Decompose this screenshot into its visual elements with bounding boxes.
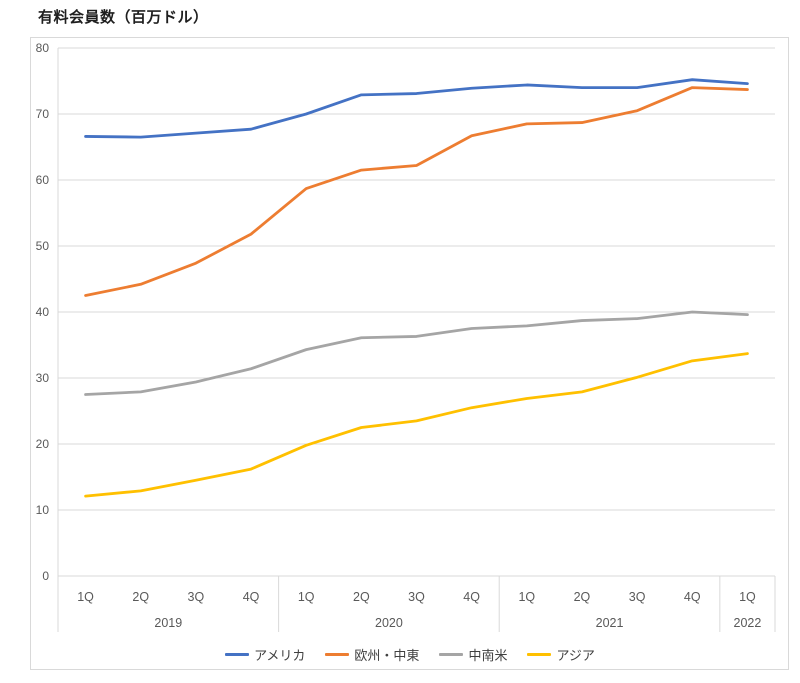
legend-label-america: アメリカ — [254, 647, 306, 663]
x-axis-quarter-label: 1Q — [518, 590, 535, 604]
y-axis-tick-label: 80 — [36, 41, 50, 55]
legend-label-apac: アジア — [556, 647, 595, 663]
legend-item-emea: 欧州・中東 — [325, 645, 419, 664]
y-axis-tick-label: 10 — [36, 503, 50, 517]
legend-swatch-america — [225, 652, 250, 656]
x-axis-quarter-label: 2Q — [353, 590, 370, 604]
x-axis-quarter-label: 1Q — [298, 590, 315, 604]
x-axis-year-label: 2022 — [734, 616, 762, 630]
legend-label-emea: 欧州・中東 — [354, 647, 420, 663]
chart-title: 有料会員数（百万ドル） — [38, 9, 209, 26]
x-axis-quarter-label: 2Q — [574, 590, 591, 604]
series-line-emea — [84, 86, 749, 297]
x-axis-quarter-label: 1Q — [739, 590, 756, 604]
x-axis-quarter-label: 3Q — [188, 590, 205, 604]
y-axis-tick-label: 0 — [42, 569, 49, 583]
x-axis-quarter-label: 3Q — [408, 590, 425, 604]
x-axis-quarter-label: 3Q — [629, 590, 646, 604]
y-axis-tick-label: 60 — [36, 173, 50, 187]
x-axis-quarter-label: 4Q — [684, 590, 701, 604]
legend-item-america: アメリカ — [225, 645, 305, 664]
y-axis-tick-label: 20 — [36, 437, 50, 451]
chart-frame — [30, 37, 789, 670]
x-axis-quarter-label: 2Q — [132, 590, 149, 604]
y-axis-tick-label: 40 — [36, 305, 50, 319]
x-axis-quarter-label: 4Q — [243, 590, 260, 604]
legend-swatch-apac — [527, 652, 552, 656]
x-axis-year-label: 2020 — [375, 616, 403, 630]
x-axis-year-label: 2019 — [154, 616, 182, 630]
x-axis-year-label: 2021 — [596, 616, 624, 630]
legend-item-apac: アジア — [527, 645, 595, 664]
legend-label-latam: 中南米 — [468, 647, 508, 663]
series-line-apac — [84, 352, 749, 498]
y-axis-tick-label: 50 — [36, 239, 50, 253]
legend-swatch-latam — [439, 652, 464, 656]
y-axis-tick-label: 30 — [36, 371, 50, 385]
y-axis-tick-label: 70 — [36, 107, 50, 121]
legend-item-latam: 中南米 — [439, 645, 507, 664]
x-axis-quarter-label: 1Q — [77, 590, 94, 604]
x-axis-quarter-label: 4Q — [463, 590, 480, 604]
series-line-latam — [84, 310, 749, 396]
legend: アメリカ 欧州・中東 中南米 アジア — [30, 643, 790, 665]
series-line-america — [84, 78, 749, 139]
legend-swatch-emea — [325, 652, 350, 656]
